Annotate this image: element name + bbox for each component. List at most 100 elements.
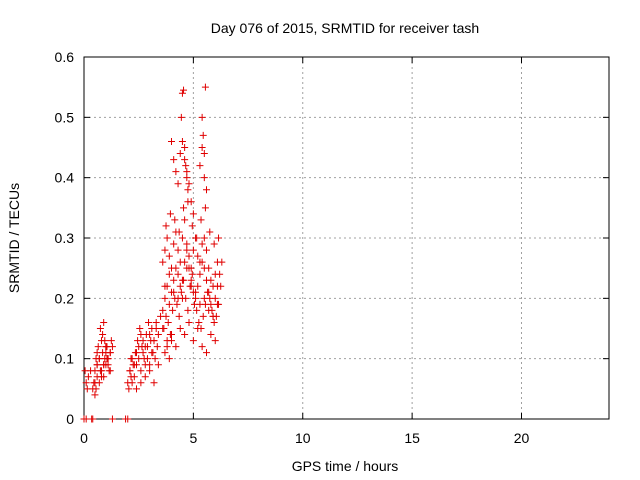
data-point <box>176 258 184 266</box>
data-point <box>203 349 210 357</box>
data-point <box>99 331 107 339</box>
data-point <box>134 337 142 345</box>
data-point <box>174 294 182 302</box>
data-point <box>184 306 192 314</box>
data-point <box>175 312 183 320</box>
data-point <box>84 373 92 381</box>
y-axis-label: SRMTID / TECUs <box>6 183 22 293</box>
data-point <box>125 385 133 393</box>
data-point <box>162 222 170 230</box>
data-point <box>148 325 156 332</box>
data-point <box>188 270 196 278</box>
data-point <box>197 216 205 224</box>
y-tick-label: 0.3 <box>55 230 75 246</box>
data-point <box>185 318 193 326</box>
data-point <box>176 325 184 332</box>
data-point <box>188 222 196 230</box>
data-point <box>174 270 182 278</box>
data-point <box>192 288 200 296</box>
data-point <box>96 325 104 332</box>
data-point <box>133 361 140 369</box>
data-point <box>194 325 202 332</box>
data-point <box>162 312 170 320</box>
data-point <box>92 385 100 393</box>
data-point <box>168 331 175 339</box>
data-point <box>95 379 103 387</box>
data-point <box>194 252 202 260</box>
data-point <box>178 89 186 97</box>
data-point <box>151 355 159 363</box>
data-point <box>166 210 174 218</box>
data-point <box>164 318 172 326</box>
data-point <box>173 300 181 308</box>
data-point <box>146 331 154 339</box>
data-point <box>181 156 189 164</box>
x-tick-label: 20 <box>514 430 530 446</box>
data-point <box>174 246 182 254</box>
data-point <box>168 137 175 145</box>
data-point <box>178 137 186 145</box>
data-point <box>150 379 158 387</box>
data-point <box>163 234 171 242</box>
data-point <box>181 216 189 224</box>
data-point <box>172 343 180 351</box>
data-point <box>198 343 206 351</box>
data-point <box>183 168 191 176</box>
data-point <box>154 331 162 339</box>
data-point <box>101 337 109 345</box>
data-point <box>209 312 217 320</box>
x-tick-label: 10 <box>295 430 311 446</box>
y-tick-label: 0.1 <box>55 351 75 367</box>
data-point <box>161 294 169 302</box>
chart-title: Day 076 of 2015, SRMTID for receiver tas… <box>211 20 479 36</box>
data-point <box>176 282 184 290</box>
data-point <box>165 300 173 308</box>
data-point <box>203 186 210 194</box>
x-tick-label: 0 <box>80 430 88 446</box>
data-point <box>171 216 179 224</box>
data-point <box>193 234 201 242</box>
data-point <box>200 294 208 302</box>
data-point <box>196 162 204 170</box>
data-point <box>189 246 197 254</box>
data-point <box>172 168 180 176</box>
data-point <box>133 385 140 393</box>
data-point <box>170 240 178 248</box>
data-point <box>128 379 136 387</box>
y-tick-label: 0 <box>66 411 74 427</box>
data-point <box>196 258 204 266</box>
data-point <box>207 331 215 339</box>
data-point <box>177 113 185 121</box>
data-point <box>217 282 225 290</box>
data-point <box>165 270 173 278</box>
data-point <box>210 240 218 248</box>
data-point <box>207 276 215 284</box>
data-point <box>104 355 112 363</box>
data-point <box>160 325 168 332</box>
gridlines <box>84 57 609 419</box>
data-point <box>183 246 191 254</box>
data-point <box>93 349 101 357</box>
data-point <box>126 367 134 375</box>
data-point <box>198 144 206 151</box>
data-point <box>176 150 184 158</box>
data-point <box>100 318 108 326</box>
data-point <box>181 144 189 151</box>
data-point <box>203 246 210 254</box>
data-point <box>187 282 195 290</box>
data-point <box>184 186 192 194</box>
data-point <box>153 343 161 351</box>
data-point <box>189 210 197 218</box>
data-point <box>105 367 113 375</box>
data-point <box>180 204 188 212</box>
data-point <box>93 361 101 369</box>
data-point <box>182 162 190 170</box>
data-point <box>213 258 221 266</box>
data-point <box>200 150 208 158</box>
data-point <box>187 198 195 206</box>
data-point <box>205 264 213 272</box>
data-point <box>182 294 190 302</box>
data-point <box>161 349 169 357</box>
data-point <box>91 367 99 375</box>
